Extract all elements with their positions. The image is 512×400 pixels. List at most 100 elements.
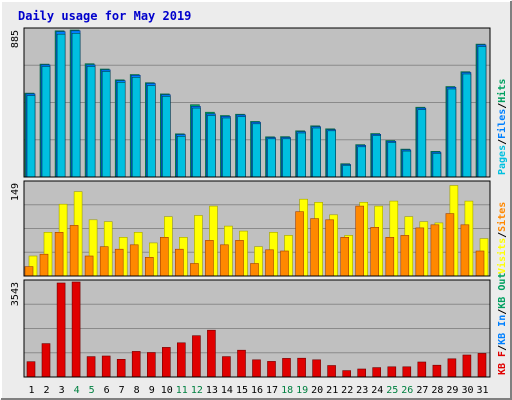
- day-label-25: 25: [386, 385, 398, 396]
- day-label-17: 17: [266, 385, 278, 396]
- bar-pages-day-3: [56, 33, 66, 178]
- legend-item-hits: Hits: [496, 79, 508, 103]
- bar-pages-day-14: [222, 117, 231, 178]
- day-label-14: 14: [221, 385, 233, 396]
- y-max-label-top: 885: [10, 30, 21, 48]
- bar-sites-day-6: [99, 246, 109, 277]
- bar-sites-day-18: [280, 250, 289, 277]
- bar-sites-day-17: [265, 249, 274, 277]
- bar-pages-day-29: [447, 88, 457, 178]
- bar-pages-day-4: [71, 32, 81, 178]
- bar-kb-f-day-7: [116, 358, 126, 378]
- day-label-22: 22: [341, 385, 353, 396]
- bar-pages-day-12: [192, 107, 201, 178]
- legend-item-kb-in: KB In: [497, 315, 508, 345]
- day-label-23: 23: [356, 385, 368, 396]
- y-max-label-middle: 149: [10, 183, 21, 201]
- bar-kb-f-day-3: [56, 282, 66, 378]
- bar-pages-day-2: [41, 66, 51, 178]
- bar-sites-day-7: [114, 248, 124, 277]
- bar-kb-f-day-18: [282, 358, 291, 378]
- bar-pages-day-28: [432, 153, 442, 178]
- bar-kb-f-day-26: [402, 366, 412, 378]
- day-label-18: 18: [281, 385, 293, 396]
- day-label-21: 21: [326, 385, 338, 396]
- bar-kb-f-day-15: [237, 349, 246, 378]
- legend-item-kb-out: KB Out: [497, 273, 508, 309]
- bar-pages-day-18: [282, 138, 291, 178]
- day-label-6: 6: [104, 385, 110, 396]
- bar-kb-f-day-31: [477, 353, 487, 378]
- bar-pages-day-5: [86, 66, 96, 178]
- bar-sites-day-12: [190, 263, 199, 277]
- legend-item-visits: Visits: [496, 238, 508, 274]
- bar-kb-f-day-9: [147, 352, 156, 378]
- bar-pages-day-10: [162, 96, 171, 178]
- day-label-26: 26: [401, 385, 413, 396]
- bar-sites-day-30: [460, 224, 470, 277]
- legend-separator: /: [497, 139, 508, 145]
- bar-kb-f-day-28: [432, 364, 442, 378]
- bar-pages-day-23: [357, 146, 367, 178]
- plot-border: [23, 27, 491, 178]
- bar-pages-day-9: [147, 85, 156, 178]
- bar-pages-day-21: [327, 130, 336, 178]
- bar-pages-day-27: [417, 109, 427, 178]
- day-label-11: 11: [176, 385, 188, 396]
- bar-pages-day-7: [116, 82, 126, 178]
- day-label-7: 7: [119, 385, 125, 396]
- day-label-20: 20: [311, 385, 323, 396]
- bar-sites-day-13: [205, 240, 214, 277]
- bar-pages-day-25: [387, 142, 397, 178]
- day-label-3: 3: [59, 385, 65, 396]
- day-label-12: 12: [191, 385, 203, 396]
- bar-pages-day-19: [297, 132, 306, 178]
- bar-pages-day-13: [207, 115, 216, 178]
- bar-pages-day-16: [252, 123, 261, 178]
- bar-kb-f-day-4: [71, 281, 81, 378]
- bar-kb-f-day-10: [162, 347, 171, 378]
- bar-kb-f-day-22: [342, 370, 352, 378]
- day-label-2: 2: [43, 385, 49, 396]
- day-label-10: 10: [161, 385, 173, 396]
- day-label-1: 1: [28, 385, 34, 396]
- bar-sites-day-14: [220, 244, 229, 277]
- bar-sites-day-4: [69, 225, 79, 277]
- bar-kb-f-day-27: [417, 361, 427, 378]
- bar-pages-day-24: [372, 135, 382, 178]
- bar-kb-f-day-20: [312, 359, 321, 378]
- legend-bottom: KB F/KB In/KB Out: [497, 273, 508, 375]
- bar-kb-f-day-17: [267, 361, 276, 378]
- bar-kb-f-day-6: [101, 355, 111, 378]
- bar-kb-f-day-19: [297, 357, 306, 378]
- day-label-15: 15: [236, 385, 248, 396]
- bar-kb-f-day-25: [387, 366, 397, 378]
- bar-sites-day-22: [340, 237, 350, 277]
- bar-sites-day-2: [39, 253, 49, 277]
- legend-item-sites: Sites: [496, 202, 508, 232]
- plot-border: [23, 180, 491, 277]
- bar-sites-day-11: [175, 248, 184, 277]
- day-label-9: 9: [149, 385, 155, 396]
- bar-pages-day-11: [177, 136, 186, 178]
- bar-sites-day-5: [84, 255, 94, 277]
- day-label-31: 31: [476, 385, 488, 396]
- bar-sites-day-21: [325, 219, 334, 277]
- panel-middle: 149 Visits/Sites: [10, 180, 508, 277]
- bar-sites-day-27: [415, 227, 425, 277]
- day-label-16: 16: [251, 385, 263, 396]
- bar-pages-day-20: [312, 127, 321, 178]
- legend-separator: /: [497, 345, 508, 351]
- bar-kb-f-day-13: [207, 329, 216, 378]
- day-label-24: 24: [371, 385, 383, 396]
- legend-separator: /: [497, 103, 508, 109]
- bar-pages-day-6: [101, 71, 111, 178]
- y-max-label-bottom: 3543: [10, 282, 21, 306]
